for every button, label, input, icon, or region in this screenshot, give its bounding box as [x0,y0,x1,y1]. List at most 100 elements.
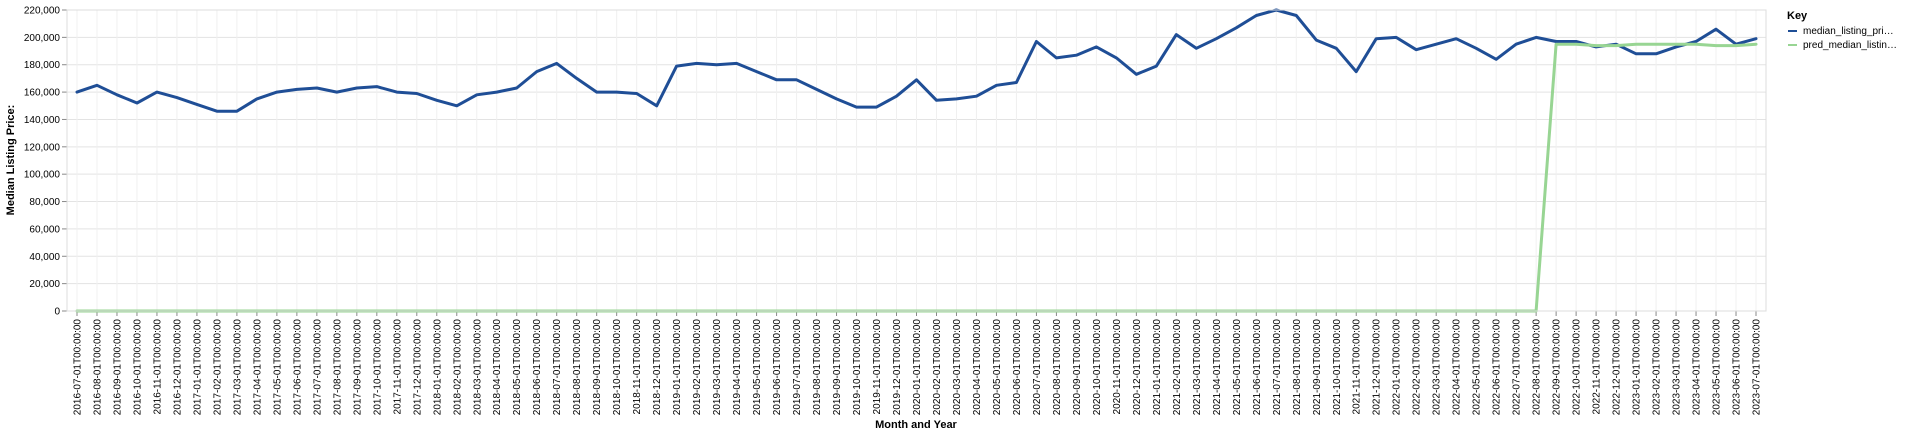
x-tick-label: 2017-03-01T00:00:00 [232,319,243,416]
x-tick-label: 2019-09-01T00:00:00 [832,319,843,416]
x-tick-label: 2016-08-01T00:00:00 [92,319,103,416]
x-tick-label: 2020-03-01T00:00:00 [952,319,963,416]
x-tick-label: 2021-04-01T00:00:00 [1212,319,1223,416]
x-tick-label: 2018-05-01T00:00:00 [512,319,523,416]
x-tick-label: 2023-01-01T00:00:00 [1632,319,1643,416]
x-tick-label: 2019-04-01T00:00:00 [732,319,743,416]
x-tick-label: 2021-11-01T00:00:00 [1352,319,1363,415]
x-tick-label: 2020-08-01T00:00:00 [1052,319,1063,416]
x-tick-label: 2021-05-01T00:00:00 [1232,319,1243,416]
legend-label-median-listing-price: median_listing_pri… [1803,26,1894,37]
x-tick-label: 2023-06-01T00:00:00 [1732,319,1743,416]
x-tick-label: 2020-11-01T00:00:00 [1112,319,1123,415]
x-tick-label: 2020-02-01T00:00:00 [932,319,943,416]
y-tick-label: 120,000 [24,142,61,153]
x-tick-label: 2016-12-01T00:00:00 [172,319,183,416]
x-tick-label: 2019-11-01T00:00:00 [872,319,883,415]
gridlines [67,9,1766,312]
y-tick-label: 20,000 [29,279,60,290]
x-tick-label: 2017-04-01T00:00:00 [252,319,263,416]
legend: Key median_listing_pri… pred_median_list… [1787,10,1897,51]
y-tick-label: 0 [54,307,60,318]
x-tick-label: 2023-04-01T00:00:00 [1692,319,1703,416]
x-tick-label: 2023-02-01T00:00:00 [1652,319,1663,416]
x-tick-label: 2021-08-01T00:00:00 [1292,319,1303,416]
x-tick-label: 2019-05-01T00:00:00 [752,319,763,416]
x-tick-label: 2022-06-01T00:00:00 [1492,319,1503,416]
y-tick-label: 60,000 [29,224,60,235]
x-tick-label: 2023-07-01T00:00:00 [1752,319,1763,416]
x-tick-label: 2017-12-01T00:00:00 [412,319,423,416]
y-tick-label: 180,000 [24,60,61,71]
x-tick-label: 2016-07-01T00:00:00 [72,319,83,416]
x-tick-label: 2017-07-01T00:00:00 [312,319,323,416]
x-tick-label: 2017-08-01T00:00:00 [332,319,343,416]
y-tick-label: 160,000 [24,88,61,99]
x-tick-label: 2019-01-01T00:00:00 [672,319,683,416]
x-tick-label: 2019-02-01T00:00:00 [692,319,703,416]
x-tick-label: 2017-01-01T00:00:00 [192,319,203,416]
x-tick-label: 2020-09-01T00:00:00 [1072,319,1083,416]
y-axis: 0 20,000 40,000 60,000 80,000 100,000 120,000 1… [24,6,67,318]
x-tick-label: 2022-03-01T00:00:00 [1432,319,1443,416]
x-tick-label: 2022-11-01T00:00:00 [1592,319,1603,415]
x-tick-label: 2017-11-01T00:00:00 [392,319,403,415]
x-tick-label: 2020-07-01T00:00:00 [1032,319,1043,416]
x-tick-label: 2022-08-01T00:00:00 [1532,319,1543,416]
x-tick-label: 2018-03-01T00:00:00 [472,319,483,416]
x-tick-label: 2018-02-01T00:00:00 [452,319,463,416]
x-tick-label: 2016-09-01T00:00:00 [112,319,123,416]
x-tick-label: 2019-03-01T00:00:00 [712,319,723,416]
legend-label-pred-median-listing-price: pred_median_listin… [1803,40,1897,51]
x-axis: 2016-07-01T00:00:00 2016-08-01T00:00:00 20… [72,311,1763,416]
y-tick-label: 140,000 [24,115,61,126]
x-tick-label: 2023-05-01T00:00:00 [1712,319,1723,416]
x-tick-label: 2019-10-01T00:00:00 [852,319,863,416]
x-tick-label: 2019-07-01T00:00:00 [792,319,803,416]
series-line-median-listing-price [75,8,1758,113]
x-tick-label: 2022-12-01T00:00:00 [1612,319,1623,416]
x-tick-label: 2018-12-01T00:00:00 [652,319,663,416]
x-tick-label: 2022-10-01T00:00:00 [1572,319,1583,416]
x-tick-label: 2022-01-01T00:00:00 [1392,319,1403,416]
y-tick-label: 100,000 [24,170,61,181]
x-tick-label: 2021-02-01T00:00:00 [1172,319,1183,416]
x-tick-label: 2021-07-01T00:00:00 [1272,319,1283,416]
x-tick-label: 2019-06-01T00:00:00 [772,319,783,416]
x-tick-label: 2018-08-01T00:00:00 [572,319,583,416]
x-tick-label: 2016-10-01T00:00:00 [132,319,143,416]
x-tick-label: 2020-12-01T00:00:00 [1132,319,1143,416]
x-tick-label: 2018-07-01T00:00:00 [552,319,563,416]
x-tick-label: 2019-08-01T00:00:00 [812,319,823,416]
x-tick-label: 2020-10-01T00:00:00 [1092,319,1103,416]
x-tick-label: 2020-01-01T00:00:00 [912,319,923,416]
x-tick-label: 2023-03-01T00:00:00 [1672,319,1683,416]
x-tick-label: 2020-05-01T00:00:00 [992,319,1003,416]
x-tick-label: 2022-02-01T00:00:00 [1412,319,1423,416]
x-tick-label: 2021-10-01T00:00:00 [1332,319,1343,416]
legend-title: Key [1787,10,1808,22]
x-tick-label: 2017-05-01T00:00:00 [272,319,283,416]
x-tick-label: 2021-01-01T00:00:00 [1152,319,1163,416]
x-tick-label: 2017-09-01T00:00:00 [352,319,363,416]
x-tick-label: 2021-12-01T00:00:00 [1372,319,1383,416]
x-tick-label: 2018-06-01T00:00:00 [532,319,543,416]
x-tick-label: 2018-10-01T00:00:00 [612,319,623,416]
x-tick-label: 2022-04-01T00:00:00 [1452,319,1463,416]
y-tick-label: 80,000 [29,197,60,208]
x-tick-label: 2021-03-01T00:00:00 [1192,319,1203,416]
x-tick-label: 2018-09-01T00:00:00 [592,319,603,416]
x-tick-label: 2022-07-01T00:00:00 [1512,319,1523,416]
x-tick-label: 2016-11-01T00:00:00 [152,319,163,415]
y-axis-title: Median Listing Price: [5,105,17,216]
y-tick-label: 40,000 [29,252,60,263]
x-tick-label: 2022-05-01T00:00:00 [1472,319,1483,416]
x-tick-label: 2018-01-01T00:00:00 [432,319,443,416]
plot-frame [66,9,1767,312]
x-tick-label: 2018-11-01T00:00:00 [632,319,643,415]
x-tick-label: 2018-04-01T00:00:00 [492,319,503,416]
x-tick-label: 2019-12-01T00:00:00 [892,319,903,416]
y-tick-label: 200,000 [24,33,61,44]
x-axis-title: Month and Year [875,419,957,431]
x-tick-label: 2017-10-01T00:00:00 [372,319,383,416]
